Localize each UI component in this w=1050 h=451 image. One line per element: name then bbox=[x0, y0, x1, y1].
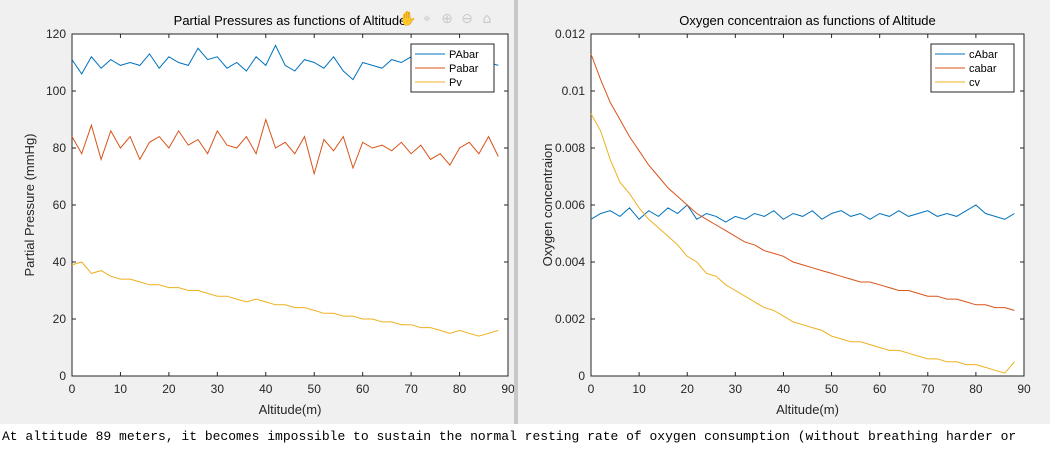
y-tick-label: 0 bbox=[578, 369, 585, 383]
x-tick-label: 0 bbox=[69, 382, 76, 396]
x-tick-label: 70 bbox=[404, 382, 418, 396]
y-tick-label: 20 bbox=[53, 312, 67, 326]
y-tick-label: 0.002 bbox=[555, 312, 585, 326]
y-tick-label: 0.006 bbox=[555, 198, 585, 212]
y-tick-label: 0 bbox=[59, 369, 66, 383]
x-tick-label: 50 bbox=[308, 382, 322, 396]
y-tick-label: 80 bbox=[53, 141, 67, 155]
chart-title: Oxygen concentraion as functions of Alti… bbox=[679, 13, 936, 28]
y-tick-label: 0.012 bbox=[555, 27, 585, 41]
home-icon[interactable]: ⌂ bbox=[482, 11, 492, 27]
x-tick-label: 60 bbox=[356, 382, 370, 396]
x-tick-label: 80 bbox=[453, 382, 467, 396]
x-tick-label: 50 bbox=[825, 382, 839, 396]
y-tick-label: 0.004 bbox=[555, 255, 585, 269]
x-tick-label: 10 bbox=[632, 382, 646, 396]
chart-partial-pressures: 0 10 20 30 40 50 60 70 80 90 0 20 40 60 80 100 120 Partia… bbox=[22, 13, 514, 417]
x-tick-label: 90 bbox=[501, 382, 514, 396]
x-tick-label: 30 bbox=[211, 382, 225, 396]
legend-label: PAbar bbox=[449, 49, 479, 61]
y-tick-label: 60 bbox=[53, 198, 67, 212]
legend-label: cv bbox=[969, 77, 981, 89]
x-tick-label: 0 bbox=[588, 382, 595, 396]
x-tick-label: 20 bbox=[681, 382, 695, 396]
x-tick-label: 20 bbox=[162, 382, 176, 396]
series-line-cabar bbox=[590, 53, 1015, 311]
x-tick-label: 30 bbox=[729, 382, 743, 396]
legend-label: Pv bbox=[449, 77, 462, 89]
y-tick-label: 120 bbox=[46, 27, 66, 41]
data-cursor-icon[interactable]: ⌖ bbox=[423, 11, 431, 27]
legend-label: Pabar bbox=[449, 63, 479, 75]
x-tick-label: 60 bbox=[873, 382, 887, 396]
legend-label: cabar bbox=[969, 63, 997, 75]
figure-panel-left: 0 10 20 30 40 50 60 70 80 90 0 20 40 60 80 100 120 Partia… bbox=[0, 0, 514, 424]
x-tick-label: 90 bbox=[1017, 382, 1031, 396]
y-tick-label: 0.008 bbox=[555, 141, 585, 155]
series-line-Pv bbox=[71, 261, 499, 337]
pan-icon[interactable]: ✋ bbox=[399, 11, 417, 27]
zoom-out-icon[interactable]: ⊖ bbox=[461, 11, 473, 27]
console-output-text: At altitude 89 meters, it becomes imposs… bbox=[2, 429, 1017, 444]
series-line-cAbar bbox=[590, 204, 1015, 223]
x-tick-label: 70 bbox=[921, 382, 935, 396]
chart-title: Partial Pressures as functions of Altitu… bbox=[174, 13, 407, 28]
x-axis-label: Altitude(m) bbox=[259, 402, 322, 417]
y-tick-label: 0.01 bbox=[562, 84, 586, 98]
axes-toolbar: ✋ ⌖ ⊕ ⊖ ⌂ bbox=[399, 9, 495, 29]
chart-oxygen-concentration: 0 10 20 30 40 50 60 70 80 90 0 0.002 0.004 0.006 0.008… bbox=[540, 13, 1031, 417]
y-tick-label: 100 bbox=[46, 84, 66, 98]
zoom-in-icon[interactable]: ⊕ bbox=[441, 11, 453, 27]
x-tick-label: 40 bbox=[259, 382, 273, 396]
series-line-Pabar bbox=[71, 117, 499, 176]
y-axis-label: Oxygen concentraion bbox=[540, 144, 555, 267]
figure-panel-right: 0 10 20 30 40 50 60 70 80 90 0 0.002 0.004 0.006 0.008… bbox=[518, 0, 1050, 424]
x-tick-label: 40 bbox=[777, 382, 791, 396]
legend-label: cAbar bbox=[969, 49, 998, 61]
x-tick-label: 80 bbox=[969, 382, 983, 396]
x-tick-label: 10 bbox=[114, 382, 128, 396]
series-line-cv bbox=[590, 113, 1015, 374]
x-axis-label: Altitude(m) bbox=[776, 402, 839, 417]
figure-divider bbox=[514, 0, 518, 424]
y-tick-label: 40 bbox=[53, 255, 67, 269]
y-axis-label: Partial Pressure (mmHg) bbox=[22, 133, 37, 276]
